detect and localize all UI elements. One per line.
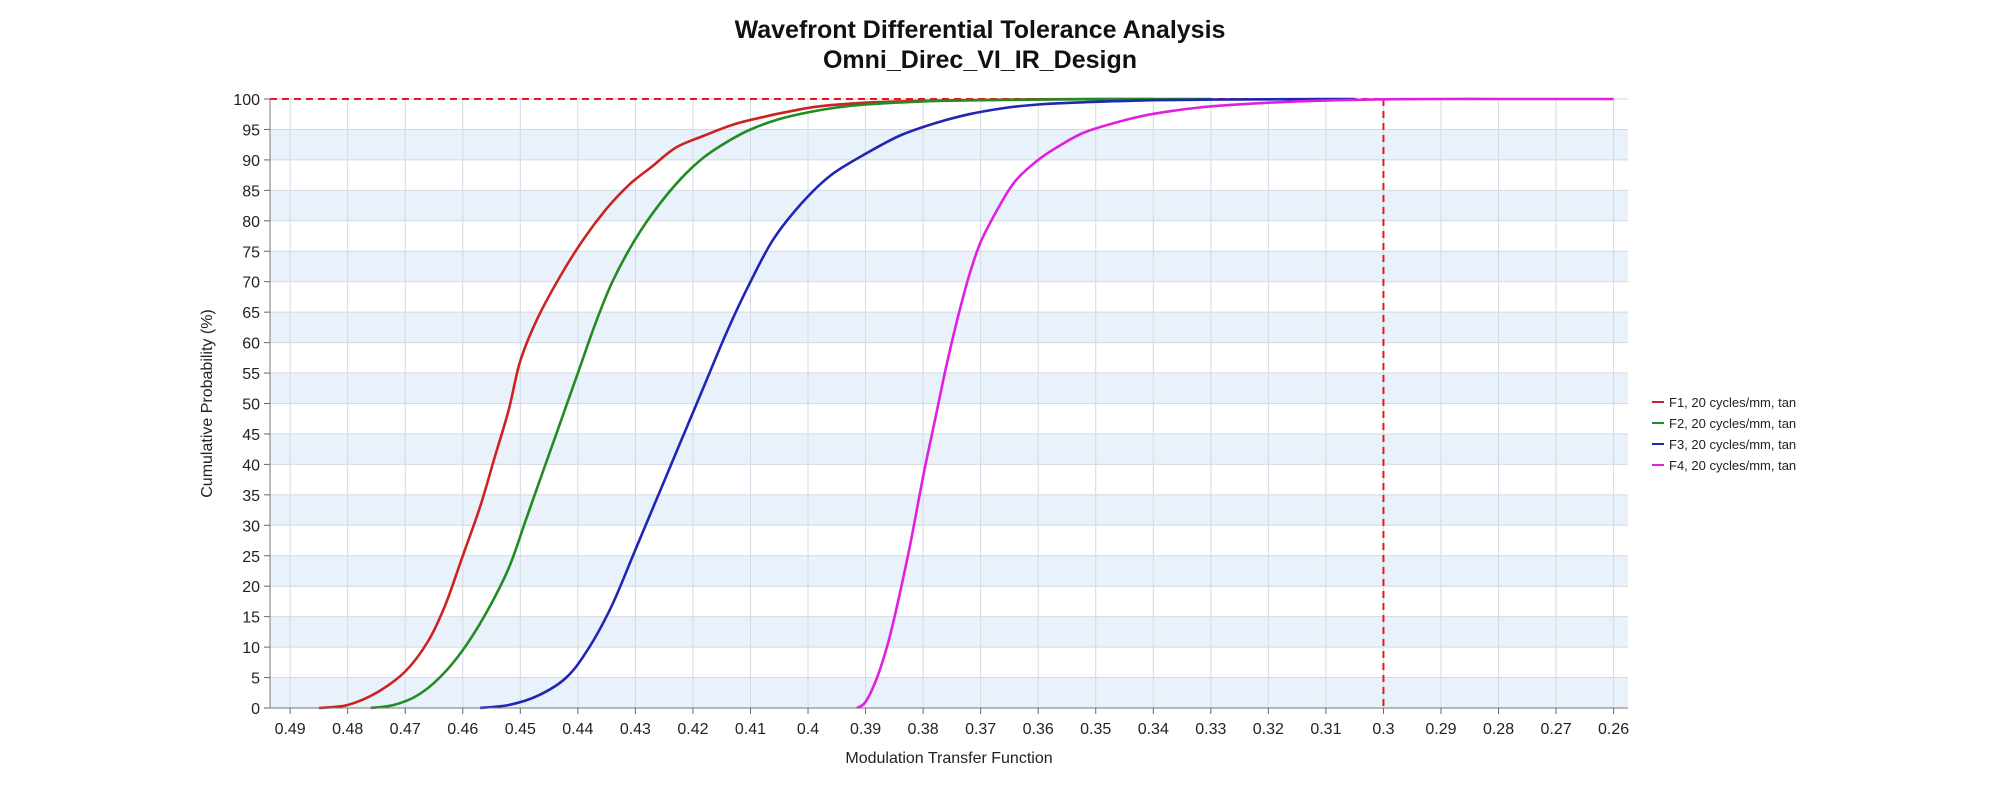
y-tick-label: 60 (242, 336, 260, 353)
x-tick-label: 0.4 (797, 721, 819, 738)
plot-band (270, 555, 1628, 587)
y-tick-label: 90 (242, 153, 260, 170)
plot-band (270, 433, 1628, 465)
x-tick-label: 0.47 (390, 721, 421, 738)
y-tick-label: 75 (242, 244, 260, 261)
x-tick-label: 0.35 (1080, 721, 1111, 738)
chart-title: Wavefront Differential Tolerance Analysi… (734, 16, 1226, 44)
plot-band (270, 251, 1628, 282)
x-tick-label: 0.37 (965, 721, 996, 738)
y-tick-label: 10 (242, 640, 260, 657)
x-tick-label: 0.42 (677, 721, 708, 738)
x-tick-label: 0.49 (275, 721, 306, 738)
y-tick-label: 55 (242, 366, 260, 383)
y-tick-label: 25 (242, 549, 260, 566)
y-tick-label: 65 (242, 305, 260, 322)
y-tick-label: 30 (242, 518, 260, 535)
x-tick-label: 0.44 (562, 721, 593, 738)
chart-subtitle: Omni_Direc_VI_IR_Design (822, 46, 1137, 74)
series-group (318, 97, 1614, 710)
plot-band (270, 190, 1628, 221)
x-tick-label: 0.48 (332, 721, 363, 738)
x-tick-label: 0.34 (1138, 721, 1169, 738)
x-tick-label: 0.46 (447, 721, 478, 738)
y-tick-label: 5 (251, 671, 260, 688)
y-tick-label: 20 (242, 579, 260, 596)
y-tick-label: 100 (233, 92, 260, 109)
x-tick-label: 0.38 (908, 721, 939, 738)
plot-band (270, 129, 1628, 160)
legend-label-f3: F3, 20 cycles/mm, tan (1669, 437, 1796, 452)
x-tick-label: 0.32 (1253, 721, 1284, 738)
x-tick-label: 0.28 (1483, 721, 1514, 738)
x-tick-label: 0.26 (1598, 721, 1629, 738)
plot-band (270, 373, 1628, 404)
x-tick-label: 0.43 (620, 721, 651, 738)
x-axis-label: Modulation Transfer Function (845, 750, 1052, 767)
series-line-f2 (370, 97, 1211, 710)
y-tick-label: 95 (242, 122, 260, 139)
x-tick-label: 0.3 (1372, 721, 1394, 738)
legend: F1, 20 cycles/mm, tan F2, 20 cycles/mm, t… (1652, 395, 1796, 473)
y-tick-label: 15 (242, 610, 260, 627)
plot-band (270, 494, 1628, 526)
y-tick-label: 50 (242, 397, 260, 414)
x-tick-label: 0.39 (850, 721, 881, 738)
plot-band (270, 312, 1628, 343)
x-tick-label: 0.31 (1310, 721, 1341, 738)
series-line-f3 (479, 97, 1355, 710)
x-tick-label: 0.41 (735, 721, 766, 738)
y-tick-label: 45 (242, 427, 260, 444)
y-axis-label: Cumulative Probability (%) (199, 309, 216, 498)
plot-band (270, 677, 1628, 708)
series-line-f1 (318, 97, 1154, 710)
y-tick-label: 85 (242, 183, 260, 200)
y-tick-label: 80 (242, 214, 260, 231)
x-tick-label: 0.45 (505, 721, 536, 738)
legend-label-f1: F1, 20 cycles/mm, tan (1669, 395, 1796, 410)
x-tick-label: 0.36 (1023, 721, 1054, 738)
grid-lines (270, 98, 1628, 709)
series-line-f4 (856, 97, 1614, 710)
x-tick-label: 0.29 (1425, 721, 1456, 738)
legend-label-f2: F2, 20 cycles/mm, tan (1669, 416, 1796, 431)
y-tick-label: 70 (242, 275, 260, 292)
y-tick-label: 40 (242, 457, 260, 474)
x-tick-label: 0.27 (1541, 721, 1572, 738)
legend-label-f4: F4, 20 cycles/mm, tan (1669, 458, 1796, 473)
x-tick-label: 0.33 (1195, 721, 1226, 738)
y-tick-label: 0 (251, 701, 260, 718)
plot-band (270, 616, 1628, 648)
y-tick-label: 35 (242, 488, 260, 505)
axes: 0 5 10 15 20 25 30 35 40 45 50 55 60 65 70 75 80 85 90 95 10… (233, 92, 1629, 738)
